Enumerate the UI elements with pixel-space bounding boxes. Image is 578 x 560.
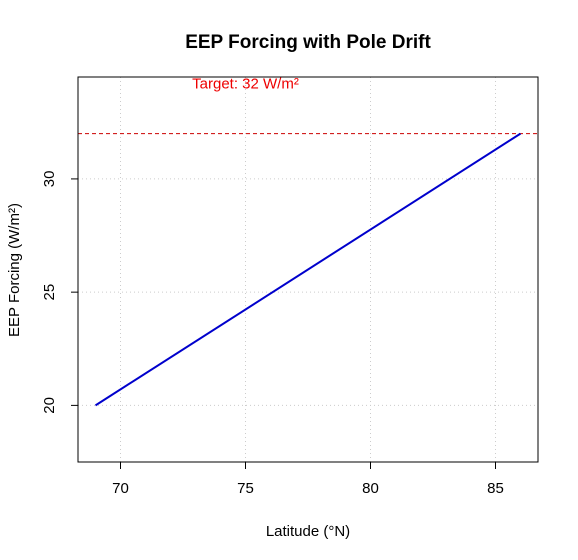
annotations: Target: 32 W/m² [192,75,299,92]
y-tick-label: 30 [41,171,58,188]
chart-title: EEP Forcing with Pole Drift [185,32,431,53]
grid [78,77,538,462]
x-tick-label: 75 [237,480,254,497]
y-axis-label: EEP Forcing (W/m²) [6,203,23,337]
x-tick-label: 80 [362,480,379,497]
series-layer [94,132,522,407]
x-tick-label: 85 [487,480,504,497]
x-axis: 70 75 80 85 [112,462,504,497]
plot-border [77,76,539,463]
y-axis: 20 25 30 [41,171,78,414]
x-tick-label: 70 [112,480,129,497]
y-tick-label: 25 [41,284,58,301]
series-line [94,132,522,407]
target-annotation: Target: 32 W/m² [192,75,299,92]
y-tick-label: 20 [41,397,58,414]
x-axis-label: Latitude (°N) [266,523,350,540]
